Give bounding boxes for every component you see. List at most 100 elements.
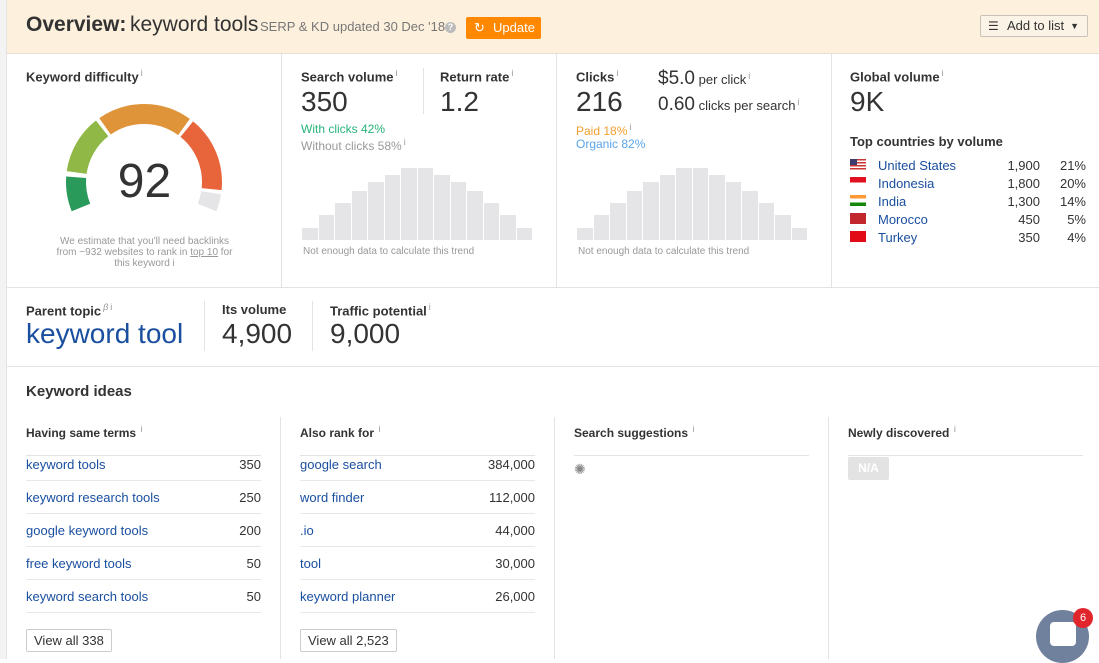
cpc: $5.0 per click i (658, 68, 750, 90)
info-icon[interactable]: i (690, 424, 695, 434)
info-icon[interactable]: i (140, 68, 143, 78)
chat-badge: 6 (1073, 608, 1093, 628)
clicks-label-text: Clicks (576, 69, 615, 85)
column-title: Also rank for i (300, 424, 535, 456)
divider (312, 301, 313, 351)
trend-bar (401, 168, 417, 240)
country-link[interactable]: United States (878, 158, 957, 173)
update-button[interactable]: ↻ Update (466, 17, 541, 39)
view-all-button[interactable]: View all 338 (26, 629, 112, 652)
country-volume: 1,900 (1007, 158, 1040, 173)
without-clicks-text: Without clicks 58% (301, 139, 402, 153)
parent-topic-label: Parent topic β i (26, 302, 112, 318)
keyword-volume: 250 (239, 490, 261, 505)
info-icon[interactable]: i (748, 70, 751, 81)
keyword-link[interactable]: google search (300, 457, 382, 472)
keyword-volume: 26,000 (495, 589, 535, 604)
keyword-row: keyword research tools 250 (26, 481, 261, 514)
view-all-button[interactable]: View all 2,523 (300, 629, 397, 652)
country-pct: 4% (1067, 230, 1086, 245)
info-icon[interactable]: i (428, 302, 431, 312)
keyword-row: tool 30,000 (300, 547, 535, 580)
cps-label: clicks per search (698, 98, 796, 113)
trend-bar (791, 228, 807, 240)
country-volume: 450 (1018, 212, 1040, 227)
keyword-link[interactable]: google keyword tools (26, 523, 149, 538)
sv-label: Search volume i (301, 68, 398, 84)
list-add-icon: ☰ (988, 19, 999, 33)
trend-bar (318, 215, 334, 240)
sv-value: 350 (301, 86, 348, 117)
keyword-link[interactable]: keyword planner (300, 589, 396, 604)
gauge-segment-2 (66, 120, 109, 175)
top10-link[interactable]: top 10 (190, 247, 219, 258)
info-icon[interactable]: i (616, 68, 619, 78)
country-row: United States 1,900 21% (850, 158, 1086, 176)
info-icon[interactable]: i (395, 68, 398, 78)
gauge-segment-4 (180, 121, 222, 191)
keyword-link[interactable]: keyword research tools (26, 490, 160, 505)
ideas-column: Having same terms i keyword tools 350 keywo… (7, 417, 281, 659)
info-icon[interactable]: i (403, 137, 406, 147)
gauge-segment-5 (197, 190, 222, 212)
keyword-link[interactable]: .io (300, 523, 314, 538)
keyword-link[interactable]: keyword tools (26, 457, 106, 472)
info-icon[interactable]: i (376, 424, 381, 434)
country-link[interactable]: Turkey (878, 230, 918, 245)
gauge-segment-1 (66, 176, 91, 212)
country-link[interactable]: India (878, 194, 907, 209)
keyword-link[interactable]: keyword search tools (26, 589, 149, 604)
trend-bar (434, 175, 450, 240)
keyword-row: keyword planner 26,000 (300, 580, 535, 613)
kd-note-text: We estimate that you'll need backlinks f… (56, 236, 230, 258)
flag-in-icon (850, 195, 866, 206)
kd-gauge (66, 104, 222, 212)
country-volume: 1,300 (1007, 194, 1040, 209)
info-icon[interactable]: i (797, 96, 800, 107)
divider (204, 301, 205, 351)
organic: Organic 82% (576, 137, 646, 151)
country-pct: 5% (1067, 212, 1086, 227)
keyword-link[interactable]: word finder (300, 490, 365, 505)
trend-bar (302, 228, 318, 240)
sv-label-text: Search volume (301, 69, 394, 85)
trend-bar (725, 182, 741, 240)
keyword-link[interactable]: free keyword tools (26, 556, 132, 571)
column-title-text: Newly discovered (848, 426, 950, 440)
trend-bar (483, 203, 499, 240)
country-link[interactable]: Morocco (878, 212, 928, 227)
keyword-row: .io 44,000 (300, 514, 535, 547)
trend-bar (758, 203, 774, 240)
country-link[interactable]: Indonesia (878, 176, 935, 191)
country-volume: 1,800 (1007, 176, 1040, 191)
return-rate-value: 1.2 (440, 86, 479, 117)
rr-label-text: Return rate (440, 69, 510, 85)
info-icon[interactable]: i (110, 302, 113, 312)
info-icon[interactable]: i (629, 122, 632, 132)
keyword-volume: 112,000 (488, 490, 535, 505)
add-to-list-button[interactable]: ☰ Add to list ▼ (980, 15, 1088, 37)
cpc-value: $5.0 (658, 68, 695, 89)
refresh-icon: ↻ (474, 20, 485, 35)
trend-bar (450, 182, 466, 240)
trend-bar (692, 168, 708, 240)
keyword-link[interactable]: tool (300, 556, 321, 571)
info-icon[interactable]: i (941, 68, 944, 78)
page-title: Overview: (26, 13, 127, 36)
keyword-volume: 350 (239, 457, 261, 472)
info-icon[interactable]: i (138, 424, 143, 434)
question-icon[interactable]: ? (445, 22, 456, 33)
info-icon[interactable]: i (169, 258, 175, 269)
country-pct: 21% (1059, 158, 1086, 173)
sv-trend-note: Not enough data to calculate this trend (303, 246, 475, 257)
info-icon[interactable]: i (951, 424, 956, 434)
keyword-volume: 384,000 (488, 457, 535, 472)
info-icon[interactable]: i (511, 68, 514, 78)
kd-note: We estimate that you'll need backlinks f… (52, 236, 237, 269)
trend-bar (384, 175, 400, 240)
trend-bar (643, 182, 659, 240)
clicks-value: 216 (576, 86, 623, 117)
parent-topic-link[interactable]: keyword tool (26, 318, 184, 349)
ideas-column: Newly discovered i N/A (829, 417, 1099, 659)
gv-label-text: Global volume (850, 69, 940, 85)
